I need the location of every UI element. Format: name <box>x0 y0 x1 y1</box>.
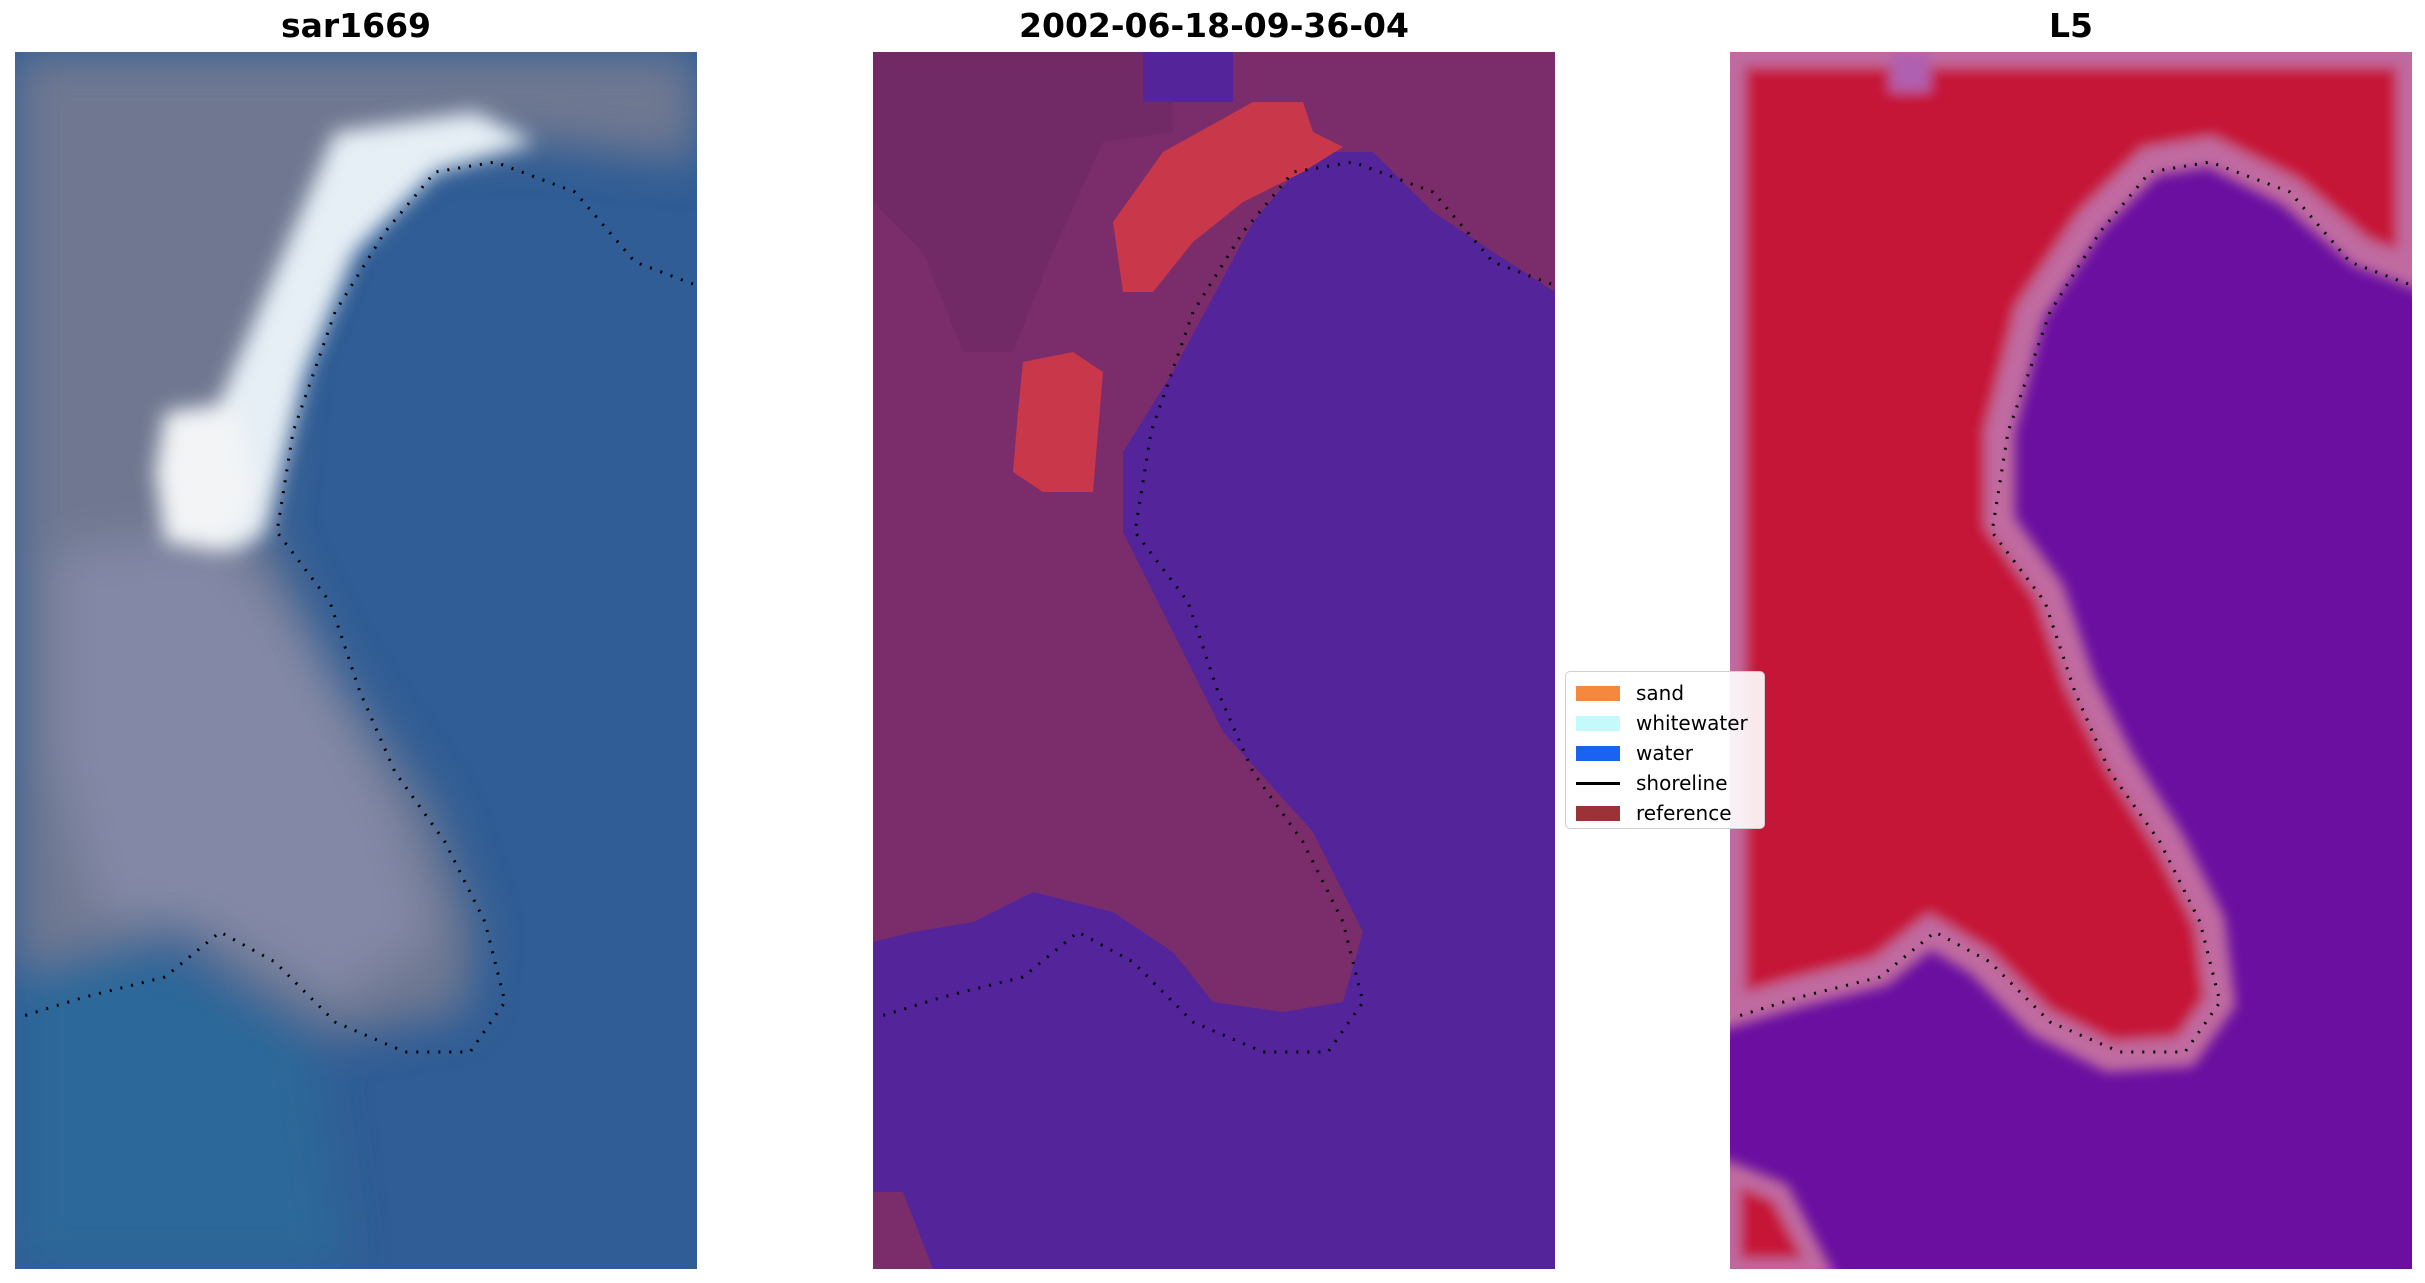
water-swatch <box>1576 745 1620 761</box>
legend: sand whitewater water shoreline referenc… <box>1565 671 1765 829</box>
legend-label-water: water <box>1636 741 1693 765</box>
legend-item-water: water <box>1576 738 1764 768</box>
sand-swatch <box>1576 685 1620 701</box>
legend-label-sand: sand <box>1636 681 1685 705</box>
panel-title-3: L5 <box>2049 6 2093 45</box>
index-image <box>1730 52 2412 1269</box>
classified-image-panel <box>873 52 1555 1269</box>
legend-label-reference: reference <box>1636 801 1732 825</box>
reference-swatch <box>1576 805 1620 821</box>
panel-title-2: 2002-06-18-09-36-04 <box>1019 6 1409 45</box>
shoreline-line-icon <box>1576 781 1620 785</box>
legend-label-shoreline: shoreline <box>1636 771 1728 795</box>
panel-title-1: sar1669 <box>280 6 432 45</box>
whitewater-swatch <box>1576 715 1620 731</box>
legend-item-reference: reference <box>1576 798 1764 828</box>
legend-item-shoreline: shoreline <box>1576 768 1764 798</box>
classified-image <box>873 52 1555 1269</box>
legend-item-sand: sand <box>1576 678 1764 708</box>
rgb-image-panel <box>15 52 697 1269</box>
index-image-panel <box>1730 52 2412 1269</box>
legend-item-whitewater: whitewater <box>1576 708 1764 738</box>
rgb-image <box>15 52 697 1269</box>
legend-label-whitewater: whitewater <box>1636 711 1748 735</box>
